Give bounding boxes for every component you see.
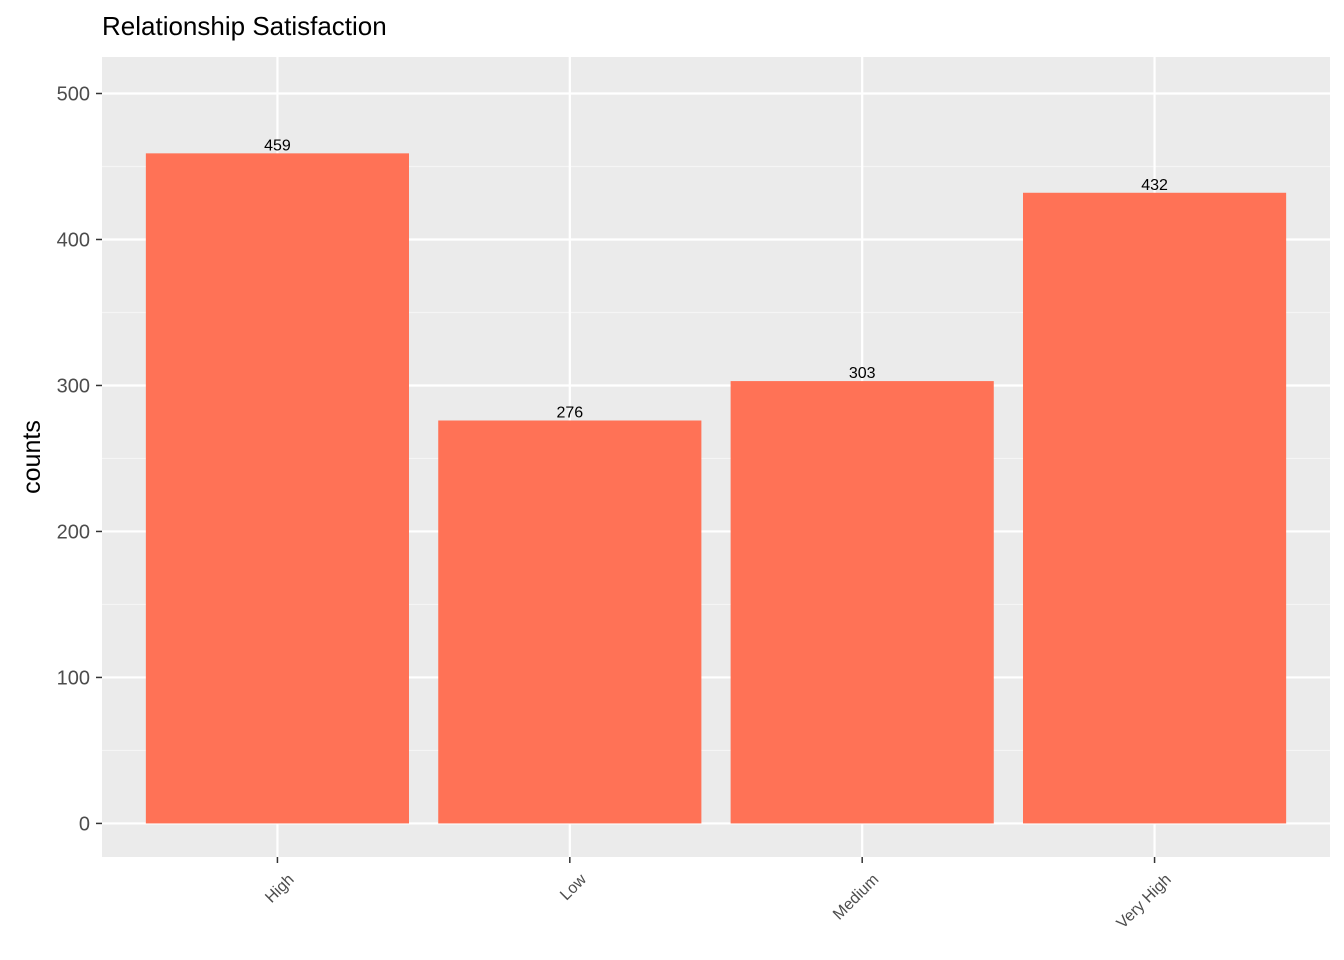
bars <box>145 153 1287 824</box>
data-labels: 459 276 303 432 <box>264 137 1168 421</box>
y-tick-label: 0 <box>79 813 90 835</box>
x-tick-label: Low <box>557 871 590 904</box>
bar-low <box>438 420 702 824</box>
data-label: 432 <box>1141 177 1168 194</box>
y-tick-label: 100 <box>57 667 90 689</box>
chart-title: Relationship Satisfaction <box>102 11 387 41</box>
bar-high <box>145 153 409 824</box>
data-label: 459 <box>264 137 291 154</box>
y-axis-label: counts <box>18 420 46 494</box>
x-axis: High Low Medium Very High <box>262 857 1175 932</box>
y-tick-label: 400 <box>57 229 90 251</box>
data-label: 303 <box>849 365 876 382</box>
x-tick-label: Very High <box>1114 871 1175 932</box>
y-tick-label: 200 <box>57 521 90 543</box>
bar-very-high <box>1023 192 1287 824</box>
x-tick-label: High <box>262 871 297 906</box>
x-tick-label: Medium <box>830 871 882 923</box>
y-axis: 0 100 200 300 400 500 <box>57 83 102 835</box>
bar-medium <box>730 381 994 824</box>
y-tick-label: 500 <box>57 83 90 105</box>
data-label: 276 <box>556 405 583 422</box>
y-tick-label: 300 <box>57 375 90 397</box>
